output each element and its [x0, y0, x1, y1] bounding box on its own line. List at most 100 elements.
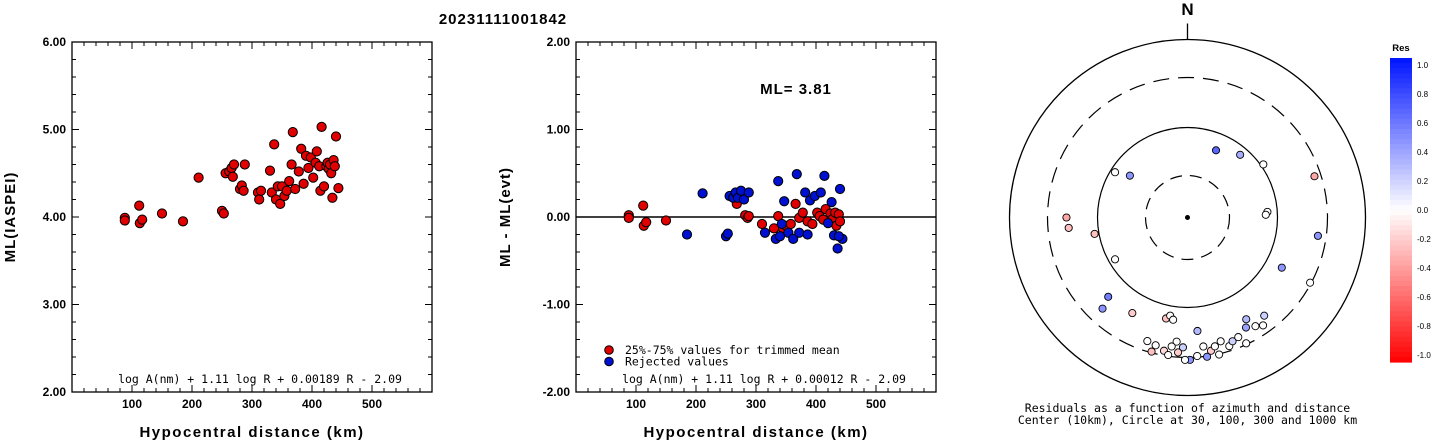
- colorbar-segment: [1390, 326, 1412, 333]
- station-marker: [1236, 150, 1245, 159]
- data-point: [134, 200, 145, 211]
- colorbar-segment: [1390, 204, 1412, 211]
- colorbar-segment: [1390, 356, 1412, 363]
- rejected-data-point: [776, 218, 787, 230]
- colorbar-segment: [1390, 351, 1412, 358]
- colorbar-label: 0.6: [1417, 119, 1429, 128]
- colorbar-segment: [1390, 123, 1412, 130]
- colorbar-segment: [1390, 250, 1412, 257]
- polar-caption-2: Center (10km), Circle at 30, 100, 300 an…: [1018, 413, 1357, 427]
- colorbar-segment: [1390, 169, 1412, 176]
- colorbar-label: 0.8: [1417, 90, 1429, 99]
- rejected-data-point: [834, 183, 846, 195]
- station-marker: [1215, 350, 1224, 359]
- colorbar-segment: [1390, 189, 1412, 196]
- rejected-data-point: [681, 229, 693, 240]
- station-marker: [1147, 347, 1156, 356]
- colorbar-label: 1.0: [1417, 61, 1429, 70]
- data-point: [785, 218, 796, 230]
- colorbar-segment: [1390, 159, 1412, 165]
- data-point: [281, 185, 292, 196]
- circle-300km: [1046, 76, 1329, 359]
- data-point: [119, 215, 130, 226]
- data-point: [284, 176, 295, 187]
- colorbar-segment: [1390, 301, 1412, 307]
- legend-marker: [604, 345, 614, 355]
- ml-annotation: ML= 3.81: [760, 81, 832, 98]
- center-point: [1185, 215, 1190, 220]
- station-marker: [1277, 263, 1286, 272]
- data-point: [227, 171, 238, 182]
- rejected-data-point: [722, 228, 733, 239]
- rejected-data-point: [774, 231, 786, 242]
- residual-colorbar: Res 1.0 0.8 0.6 0.4 0.2 0.0 -0.2 -0.4 -0.6 -0.8 -1.…: [1390, 43, 1431, 363]
- station-marker: [1251, 322, 1260, 331]
- data-point: [797, 207, 808, 218]
- azimuth-residual-map: N Residuals as a function of azimuth and …: [1008, 0, 1367, 427]
- colorbar-label: -0.2: [1417, 235, 1431, 244]
- station-marker: [1241, 323, 1251, 332]
- magnitude-vs-distance-chart: 100 200 300 400 500 2.00 3.00 4.00 5.00 6.00 Hypoc…: [2, 35, 433, 441]
- colorbar-segment: [1390, 128, 1412, 135]
- colorbar-segment: [1390, 113, 1412, 120]
- colorbar-segment: [1390, 311, 1412, 317]
- colorbar-segment: [1390, 341, 1412, 348]
- station-marker: [1259, 321, 1268, 330]
- rejected-data-point: [822, 218, 834, 229]
- data-point: [239, 159, 250, 170]
- residual-vs-distance-chart: 100 200 300 400 500 -2.00 -1.00 0.00 1.00 2.00 Hyp…: [497, 35, 937, 441]
- data-point: [264, 165, 276, 176]
- data-point: [193, 172, 204, 183]
- legend-label: 25%-75% values for trimmed mean: [625, 343, 840, 357]
- colorbar-label: 0.0: [1417, 206, 1429, 215]
- station-marker: [1110, 168, 1120, 177]
- y-tick-label: 3.00: [43, 298, 67, 312]
- data-point: [290, 183, 301, 195]
- x-tick-label: 100: [626, 397, 646, 411]
- legend-marker: [604, 356, 614, 367]
- colorbar-segment: [1390, 108, 1412, 115]
- data-point: [286, 159, 297, 170]
- colorbar-segment: [1390, 63, 1412, 69]
- colorbar-segment: [1390, 199, 1412, 206]
- data-point: [641, 217, 652, 228]
- colorbar-segment: [1390, 270, 1412, 277]
- circle-100km: [1096, 126, 1279, 309]
- station-marker: [1216, 337, 1225, 346]
- rejected-data-point: [743, 187, 754, 198]
- x-tick-label: 200: [686, 397, 706, 411]
- y-tick-label: 2.00: [547, 35, 571, 49]
- rejected-data-point: [738, 194, 750, 205]
- station-marker: [1172, 337, 1181, 346]
- colorbar-segment: [1390, 98, 1412, 105]
- y-tick-label: 5.00: [43, 123, 67, 137]
- colorbar-segment: [1390, 179, 1412, 186]
- colorbar-title: Res: [1392, 43, 1409, 54]
- station-marker: [1064, 223, 1073, 232]
- data-point: [287, 127, 298, 138]
- data-point: [756, 218, 768, 230]
- colorbar-segment: [1390, 58, 1412, 64]
- station-marker: [1203, 352, 1212, 361]
- colorbar-label: -1.0: [1417, 351, 1431, 360]
- colorbar-segment: [1390, 291, 1412, 297]
- colorbar-segment: [1390, 103, 1412, 110]
- data-point: [137, 214, 148, 225]
- colorbar-segment: [1390, 78, 1412, 84]
- x-tick-label: 400: [806, 397, 826, 411]
- rejected-data-point: [779, 196, 790, 207]
- data-point: [218, 208, 229, 219]
- x-tick-label: 500: [866, 397, 886, 411]
- station-marker: [1228, 337, 1237, 346]
- colorbar-label: 0.4: [1417, 148, 1429, 157]
- colorbar-label: 0.2: [1417, 177, 1429, 186]
- colorbar-segment: [1390, 235, 1412, 241]
- data-point: [807, 218, 818, 230]
- station-marker: [1062, 213, 1071, 222]
- x-tick-label: 400: [302, 397, 322, 411]
- colorbar-segment: [1390, 149, 1412, 155]
- colorbar-segment: [1390, 296, 1412, 302]
- data-point: [254, 194, 265, 205]
- colorbar-segment: [1390, 210, 1412, 216]
